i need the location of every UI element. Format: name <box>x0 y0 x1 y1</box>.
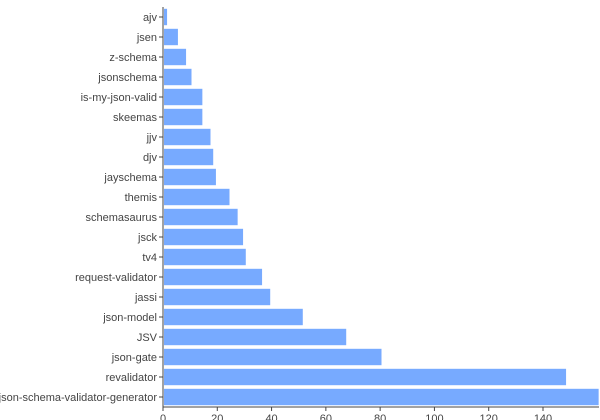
bar-request-validator <box>164 268 263 286</box>
x-tick-label: 120 <box>480 413 498 420</box>
category-label: request-validator <box>75 272 157 284</box>
x-tick-label: 100 <box>425 413 443 420</box>
bar-jassi <box>164 288 271 306</box>
x-tick-label: 20 <box>211 413 223 420</box>
bar-ajv <box>164 8 168 26</box>
bar-djv <box>164 148 214 166</box>
category-label: z-schema <box>109 52 158 64</box>
x-tick-label: 140 <box>534 413 552 420</box>
x-tick-label: 80 <box>374 413 386 420</box>
category-label: json-model <box>102 312 157 324</box>
bars-group <box>164 8 599 406</box>
x-tick-label: 40 <box>265 413 277 420</box>
category-label: is-my-json-valid <box>81 92 157 104</box>
x-tick-label: 0 <box>160 413 166 420</box>
category-label: json-schema-validator-generator <box>0 392 157 404</box>
category-label: json-gate <box>111 352 157 364</box>
bar-jayschema <box>164 168 216 186</box>
category-labels: ajv jsen z-schema jsonschema is-my-json-vali… <box>0 12 163 404</box>
x-tick-label: 60 <box>320 413 332 420</box>
category-label: jjv <box>146 132 158 144</box>
category-label: JSV <box>137 332 158 344</box>
bar-revalidator <box>164 368 567 386</box>
bar-json-model <box>164 308 303 326</box>
bar-json-schema-validator-generator <box>164 388 599 406</box>
category-label: jayschema <box>103 172 157 184</box>
bar-skeemas <box>164 108 203 126</box>
bar-tv4 <box>164 248 246 266</box>
category-label: themis <box>125 192 158 204</box>
x-axis-ticks: 0 20 40 60 80 100 120 140 <box>160 407 552 420</box>
category-label: jsonschema <box>97 72 158 84</box>
bar-jsen <box>164 28 178 46</box>
bar-JSV <box>164 328 347 346</box>
bar-json-gate <box>164 348 382 366</box>
bar-themis <box>164 188 230 206</box>
category-label: djv <box>143 152 158 164</box>
bar-jjv <box>164 128 211 146</box>
bar-schemasaurus <box>164 208 238 226</box>
bar-jsck <box>164 228 244 246</box>
bar-is-my-json-valid <box>164 88 203 106</box>
category-label: jsen <box>136 32 157 44</box>
category-label: jsck <box>137 232 157 244</box>
category-label: jassi <box>134 292 157 304</box>
category-label: revalidator <box>106 372 158 384</box>
category-label: skeemas <box>113 112 158 124</box>
bar-z-schema <box>164 48 187 66</box>
category-label: schemasaurus <box>85 212 157 224</box>
category-label: tv4 <box>142 252 157 264</box>
category-label: ajv <box>143 12 158 24</box>
bar-jsonschema <box>164 68 192 86</box>
